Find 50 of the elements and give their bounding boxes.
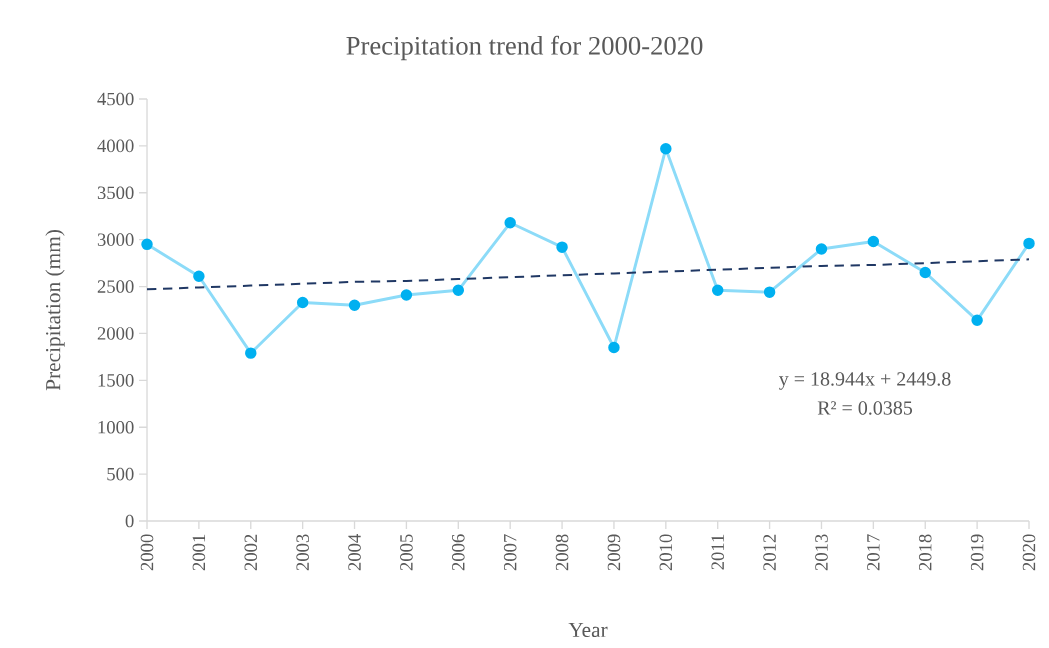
y-tick-label: 0: [125, 514, 134, 528]
point: [660, 142, 672, 155]
annotation: y = 18.944x + 2449.8: [778, 372, 951, 390]
y-tick-label: 500: [107, 467, 134, 481]
x-tick-label: 2011: [711, 534, 725, 570]
x-tick-label: 2003: [296, 534, 309, 571]
x-tick-label: 2018: [918, 534, 932, 571]
y-tick-label: 3500: [97, 186, 134, 200]
x-tick-label: 2001: [192, 534, 206, 571]
x-tick-label: 2002: [244, 534, 258, 571]
point: [296, 296, 309, 309]
x-tick-label: 2008: [555, 534, 569, 571]
point: [452, 284, 465, 297]
x-tick-label: 2012: [763, 534, 776, 571]
point: [608, 341, 620, 354]
y-tick-label: 1000: [98, 420, 134, 434]
y-tick-label: 3000: [97, 233, 134, 246]
x-tick-label: 2017: [867, 534, 880, 571]
point: [1023, 237, 1035, 250]
x-tick-label: 2013: [815, 534, 828, 571]
y-tick-label: 4000: [97, 139, 134, 153]
point: [556, 241, 568, 253]
point: [815, 243, 828, 255]
point: [711, 284, 724, 297]
point: [971, 314, 983, 327]
point: [504, 217, 516, 229]
x-tick-label: 2007: [503, 534, 517, 571]
chart-title: Precipitation trend for 2000-2020: [346, 35, 703, 61]
point: [867, 235, 880, 248]
annotation: R² = 0.0385: [817, 401, 913, 415]
x-tick-label: 2005: [400, 534, 413, 571]
point: [245, 347, 257, 359]
point: [400, 289, 413, 301]
y-tick-label: 1500: [98, 374, 134, 387]
x-tick-label: 2009: [607, 534, 621, 571]
point: [141, 238, 153, 251]
y-tick-label: 2000: [97, 327, 134, 340]
point: [919, 266, 931, 279]
point: [348, 299, 361, 312]
x-axis-title: Year: [568, 622, 608, 638]
y-axis-title: Precipitation (mm): [45, 230, 65, 391]
x-tick-label: 2020: [1022, 534, 1036, 571]
y-tick-label: 4500: [97, 92, 134, 106]
x-tick-label: 2010: [659, 534, 673, 571]
x-tick-label: 2006: [452, 534, 465, 571]
x-tick-label: 2004: [348, 533, 361, 571]
y-tick-label: 2500: [97, 280, 134, 293]
point: [763, 286, 776, 298]
point: [193, 270, 205, 282]
x-tick-label: 2019: [970, 534, 984, 571]
